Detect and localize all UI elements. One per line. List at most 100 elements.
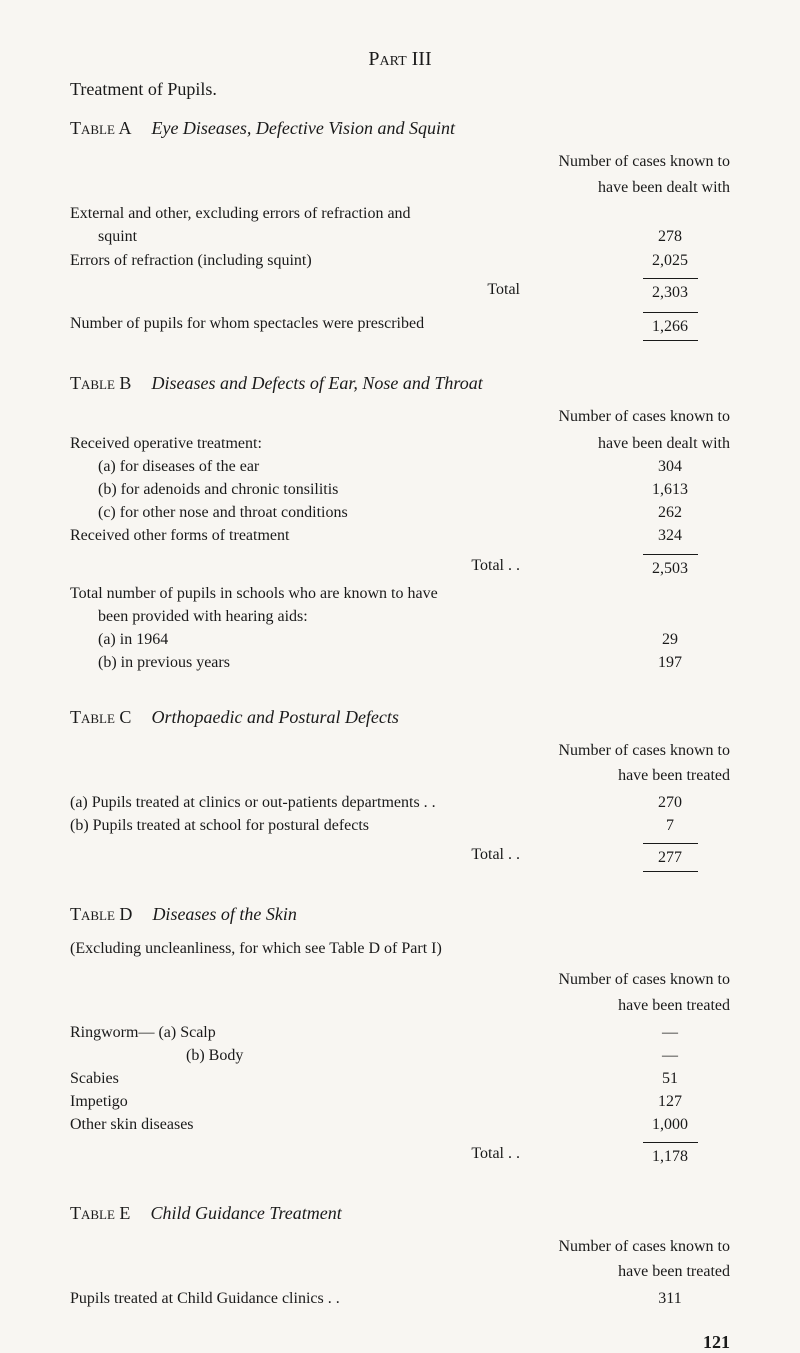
row-value [610, 605, 730, 628]
table-e-colheader1: Number of cases known to [70, 1236, 730, 1258]
table-a-total: Total 2,303 [70, 278, 730, 306]
row-label: Ringworm— (a) Scalp [70, 1021, 610, 1044]
table-a-prescribed: Number of pupils for whom spectacles wer… [70, 312, 730, 341]
table-b-b: (b) for adenoids and chronic tonsilitis … [70, 478, 730, 501]
table-d-colheader1: Number of cases known to [70, 969, 730, 991]
row-value: 1,613 [610, 478, 730, 501]
row-total-label: Total [70, 278, 610, 306]
row-label: Impetigo [70, 1090, 610, 1113]
table-b-other: Received other forms of treatment 324 [70, 524, 730, 547]
table-b-title: Diseases and Defects of Ear, Nose and Th… [151, 373, 482, 393]
row-label: Number of pupils for whom spectacles wer… [70, 312, 610, 341]
table-c-title: Orthopaedic and Postural Defects [151, 707, 398, 727]
row-label: (a) Pupils treated at clinics or out-pat… [70, 791, 610, 814]
row-value: 311 [610, 1287, 730, 1310]
row-label: Received other forms of treatment [70, 524, 610, 547]
table-a-heading: Table A Eye Diseases, Defective Vision a… [70, 118, 730, 139]
table-a-row-squint: squint 278 [70, 225, 730, 248]
row-value: 197 [610, 651, 730, 674]
table-b-schools: Total number of pupils in schools who ar… [70, 582, 730, 605]
table-d-total: Total . . 1,178 [70, 1142, 730, 1170]
row-total-label: Total . . [70, 843, 610, 872]
table-c-a: (a) Pupils treated at clinics or out-pat… [70, 791, 730, 814]
row-value [610, 582, 730, 605]
table-d-label: Table D [70, 904, 132, 924]
table-b-bb: (b) in previous years 197 [70, 651, 730, 674]
row-total-value: 2,503 [610, 554, 730, 582]
table-c-colheader1: Number of cases known to [70, 740, 730, 762]
table-e-label: Table E [70, 1203, 130, 1223]
table-b-label: Table B [70, 373, 131, 393]
table-b-schools2: been provided with hearing aids: [70, 605, 730, 628]
row-label: Scabies [70, 1067, 610, 1090]
row-total-value: 2,303 [610, 278, 730, 306]
row-label: (a) for diseases of the ear [70, 455, 610, 478]
row-value: 2,025 [610, 249, 730, 272]
table-b-a: (a) for diseases of the ear 304 [70, 455, 730, 478]
table-c-total: Total . . 277 [70, 843, 730, 872]
row-value: 7 [610, 814, 730, 837]
table-a-label: Table A [70, 118, 131, 138]
row-value: 51 [610, 1067, 730, 1090]
page-number: 121 [70, 1332, 730, 1353]
row-label: been provided with hearing aids: [70, 605, 610, 628]
row-label: (b) in previous years [70, 651, 610, 674]
row-value: 278 [610, 225, 730, 248]
table-e-heading: Table E Child Guidance Treatment [70, 1203, 730, 1224]
row-value: 324 [610, 524, 730, 547]
row-label: (b) Pupils treated at school for postura… [70, 814, 610, 837]
table-b-heading: Table B Diseases and Defects of Ear, Nos… [70, 373, 730, 394]
row-label: (a) in 1964 [70, 628, 610, 651]
row-value: 1,266 [610, 312, 730, 341]
row-total-label: Total . . [70, 1142, 610, 1170]
table-b-c: (c) for other nose and throat conditions… [70, 501, 730, 524]
treatment-heading: Treatment of Pupils. [70, 79, 730, 100]
row-label: (c) for other nose and throat conditions [70, 501, 610, 524]
table-c-b: (b) Pupils treated at school for postura… [70, 814, 730, 837]
table-d-title: Diseases of the Skin [152, 904, 296, 924]
row-label: Total number of pupils in schools who ar… [70, 582, 610, 605]
table-d-heading: Table D Diseases of the Skin [70, 904, 730, 925]
table-b-colheader2: have been dealt with [530, 432, 730, 455]
row-label: Other skin diseases [70, 1113, 610, 1136]
table-b-total: Total . . 2,503 [70, 554, 730, 582]
table-c-heading: Table C Orthopaedic and Postural Defects [70, 707, 730, 728]
row-value [610, 202, 730, 225]
table-d-ringworm-a: Ringworm— (a) Scalp — [70, 1021, 730, 1044]
table-e-title: Child Guidance Treatment [150, 1203, 341, 1223]
part-title: Part III [70, 48, 730, 71]
table-c-label: Table C [70, 707, 131, 727]
table-d-impetigo: Impetigo 127 [70, 1090, 730, 1113]
row-value: — [610, 1044, 730, 1067]
table-a-title: Eye Diseases, Defective Vision and Squin… [151, 118, 455, 138]
table-d-scabies: Scabies 51 [70, 1067, 730, 1090]
row-total-value: 277 [610, 843, 730, 872]
table-a-row-errors: Errors of refraction (including squint) … [70, 249, 730, 272]
table-a-row-external: External and other, excluding errors of … [70, 202, 730, 225]
row-value: — [610, 1021, 730, 1044]
row-label: External and other, excluding errors of … [70, 202, 610, 225]
table-c-colheader2: have been treated [70, 765, 730, 787]
row-value: 270 [610, 791, 730, 814]
row-label: (b) Body [70, 1044, 610, 1067]
row-total-value: 1,178 [610, 1142, 730, 1170]
table-d-ringworm-b: (b) Body — [70, 1044, 730, 1067]
table-d-colheader2: have been treated [70, 995, 730, 1017]
table-d-other: Other skin diseases 1,000 [70, 1113, 730, 1136]
table-b-received: Received operative treatment: [70, 432, 530, 455]
row-value: 262 [610, 501, 730, 524]
table-a-colheader1: Number of cases known to [70, 151, 730, 173]
table-d-excl: (Excluding uncleanliness, for which see … [70, 937, 730, 961]
row-label: Pupils treated at Child Guidance clinics… [70, 1287, 610, 1310]
row-value: 127 [610, 1090, 730, 1113]
row-value: 304 [610, 455, 730, 478]
row-label: Errors of refraction (including squint) [70, 249, 610, 272]
table-b-received-row: Received operative treatment: have been … [70, 432, 730, 455]
table-b-ba: (a) in 1964 29 [70, 628, 730, 651]
table-a-colheader2: have been dealt with [70, 177, 730, 199]
row-label: squint [70, 225, 610, 248]
table-b-colheader1: Number of cases known to [70, 406, 730, 428]
table-e-colheader2: have been treated [70, 1261, 730, 1283]
row-label: (b) for adenoids and chronic tonsilitis [70, 478, 610, 501]
row-value: 29 [610, 628, 730, 651]
